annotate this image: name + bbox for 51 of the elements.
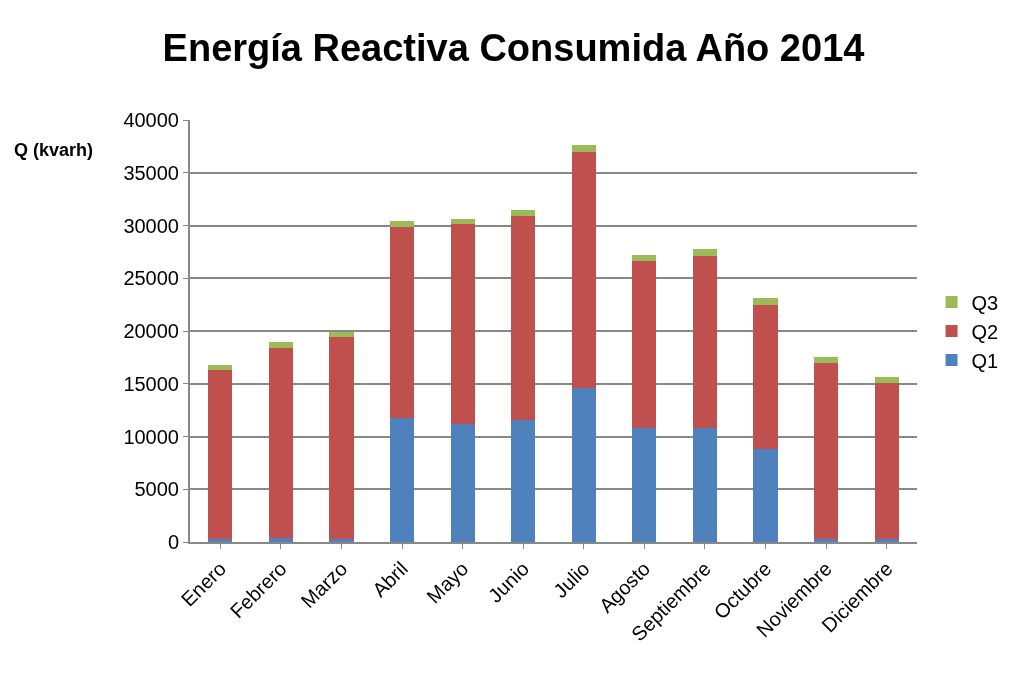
- legend-label: Q1: [971, 349, 999, 372]
- bar: [874, 377, 899, 383]
- bar: [511, 209, 536, 217]
- bar: [389, 417, 415, 542]
- chart-title: Energía Reactiva Consumida Año 2014: [162, 26, 865, 69]
- bar: [268, 341, 293, 348]
- y-tick-label: 35000: [123, 161, 179, 184]
- y-tick-label: 40000: [123, 109, 179, 131]
- bar: [692, 428, 718, 542]
- bar: [389, 221, 415, 227]
- legend-label: Q3: [971, 291, 999, 314]
- bar: [814, 362, 839, 539]
- bar: [814, 538, 839, 542]
- y-tick-label: 10000: [123, 425, 179, 448]
- bar: [450, 423, 475, 542]
- bar: [632, 261, 657, 429]
- bar: [329, 538, 354, 542]
- bar: [389, 226, 415, 418]
- legend-label: Q2: [971, 320, 999, 343]
- bar: [571, 387, 596, 542]
- x-tick-label: Julio: [549, 557, 594, 602]
- bar: [329, 332, 354, 338]
- y-tick-label: 0: [167, 531, 179, 553]
- y-tick-label: 15000: [123, 372, 179, 395]
- y-tick-label: 30000: [123, 214, 179, 237]
- bar: [511, 419, 536, 542]
- bar: [450, 219, 475, 225]
- bar: [450, 224, 475, 424]
- y-axis-title: Q (kvarh): [14, 140, 94, 160]
- bar: [208, 364, 233, 371]
- bar: [874, 538, 899, 542]
- y-tick-label: 25000: [123, 267, 179, 290]
- bar: [208, 370, 233, 539]
- y-tick-label: 5000: [134, 478, 179, 501]
- bar: [208, 538, 233, 542]
- bar: [571, 145, 596, 152]
- bar: [692, 248, 718, 257]
- bar: [753, 304, 778, 450]
- bar: [329, 337, 354, 539]
- bar: [511, 216, 536, 420]
- bar: [632, 255, 657, 262]
- bar: [692, 256, 718, 429]
- y-tick-label: 20000: [123, 320, 179, 342]
- bar: [753, 449, 778, 542]
- bar: [268, 537, 293, 542]
- bar: [571, 151, 596, 388]
- bar: [814, 357, 839, 363]
- bar: [874, 382, 899, 539]
- bar: [268, 347, 293, 538]
- bar: [753, 298, 778, 305]
- bar: [632, 428, 657, 542]
